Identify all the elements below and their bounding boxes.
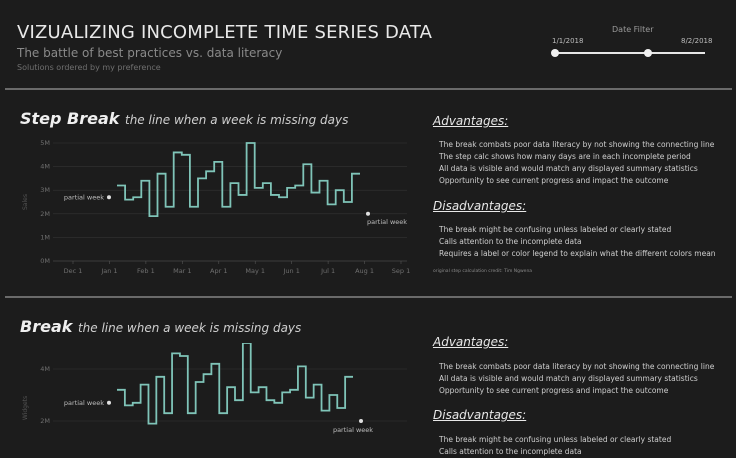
section-subtitle: the line when a week is missing days xyxy=(77,321,302,335)
x-tick-label: Dec 1 xyxy=(64,267,83,275)
disadvantage-item: The break might be confusing unless labe… xyxy=(439,225,672,234)
x-tick-label: Sep 1 xyxy=(392,267,410,275)
x-tick-label: Aug 1 xyxy=(355,267,374,275)
partial-week-end-point xyxy=(366,211,370,216)
step-line-series xyxy=(117,343,353,425)
advantage-item: Opportunity to see current progress and … xyxy=(439,386,669,395)
section-divider xyxy=(5,88,732,90)
y-axis-label: Widgets xyxy=(22,396,29,420)
date-filter-slider[interactable] xyxy=(555,52,705,54)
page-subtitle: The battle of best practices vs. data li… xyxy=(17,46,283,60)
partial-week-start-point xyxy=(107,195,111,200)
date-filter-start-handle[interactable] xyxy=(551,49,559,57)
x-tick-label: Jul 1 xyxy=(320,267,335,275)
y-tick-label: 5M xyxy=(40,139,50,147)
partial-week-end-label: partial week xyxy=(333,426,373,434)
y-tick-label: 2M xyxy=(40,210,50,218)
partial-week-end-label: partial week xyxy=(367,218,407,226)
x-tick-label: Mar 1 xyxy=(173,267,191,275)
y-tick-label: 0M xyxy=(40,257,50,265)
x-tick-label: Jun 1 xyxy=(282,267,299,275)
section-title-text: Step Break xyxy=(20,109,120,128)
y-tick-label: 1M xyxy=(40,233,50,241)
page-note: Solutions ordered by my preference xyxy=(17,63,161,72)
y-tick-label: 4M xyxy=(40,365,50,373)
date-filter-start: 1/1/2018 xyxy=(552,37,584,45)
advantages-list: The break combats poor data literacy by … xyxy=(439,361,714,397)
step-line-series xyxy=(117,142,360,218)
disadvantages-list: The break might be confusing unless labe… xyxy=(439,224,716,260)
disadvantage-item: The break might be confusing unless labe… xyxy=(439,435,672,444)
y-tick-label: 3M xyxy=(40,186,50,194)
advantage-item: All data is visible and would match any … xyxy=(439,164,698,173)
section-title-step-break: Step Break the line when a week is missi… xyxy=(20,109,348,128)
disadvantages-heading: Disadvantages: xyxy=(433,199,527,213)
credit-note: original step calculation credit: Tim Ng… xyxy=(433,269,533,274)
advantages-heading: Advantages: xyxy=(433,335,509,349)
partial-week-start-label: partial week xyxy=(64,193,104,201)
x-tick-label: Apr 1 xyxy=(210,267,227,275)
partial-week-start-label: partial week xyxy=(64,399,104,407)
y-tick-label: 4M xyxy=(40,163,50,171)
date-filter-end-handle[interactable] xyxy=(644,49,652,57)
date-filter-end: 8/2/2018 xyxy=(681,37,713,45)
advantages-heading: Advantages: xyxy=(433,114,509,128)
section-title-text: Break xyxy=(20,317,73,336)
disadvantages-list: The break might be confusing unless labe… xyxy=(439,434,671,458)
disadvantage-item: Calls attention to the incomplete data xyxy=(439,237,582,246)
advantage-item: Opportunity to see current progress and … xyxy=(439,176,669,185)
x-tick-label: Feb 1 xyxy=(137,267,155,275)
advantages-list: The break combats poor data literacy by … xyxy=(439,139,714,187)
advantage-item: The break combats poor data literacy by … xyxy=(439,362,715,371)
section-title-break: Break the line when a week is missing da… xyxy=(20,317,301,336)
advantage-item: All data is visible and would match any … xyxy=(439,374,698,383)
disadvantages-heading: Disadvantages: xyxy=(433,408,527,422)
section-subtitle: the line when a week is missing days xyxy=(125,113,349,127)
page-title: VIZUALIZING INCOMPLETE TIME SERIES DATA xyxy=(17,22,433,43)
date-filter-label: Date Filter xyxy=(612,25,654,34)
y-tick-label: 2M xyxy=(40,417,50,425)
break-chart: Widgets 2M 4M partial week partial week xyxy=(22,343,407,434)
disadvantage-item: Requires a label or color legend to expl… xyxy=(439,249,716,258)
partial-week-end-point xyxy=(359,419,363,423)
x-tick-label: Jan 1 xyxy=(100,267,117,275)
advantage-item: The break combats poor data literacy by … xyxy=(439,140,715,149)
step-break-chart: Sales 0M 1M 2M 3M 4M 5M Dec 1 Jan 1 Feb 1 Mar 1 Apr… xyxy=(22,139,410,275)
partial-week-start-point xyxy=(107,400,111,405)
section-divider xyxy=(5,296,732,298)
advantage-item: The step calc shows how many days are in… xyxy=(439,152,691,161)
x-tick-label: May 1 xyxy=(245,267,265,275)
y-axis-label: Sales xyxy=(22,194,29,210)
disadvantage-item: Calls attention to the incomplete data xyxy=(439,447,582,456)
